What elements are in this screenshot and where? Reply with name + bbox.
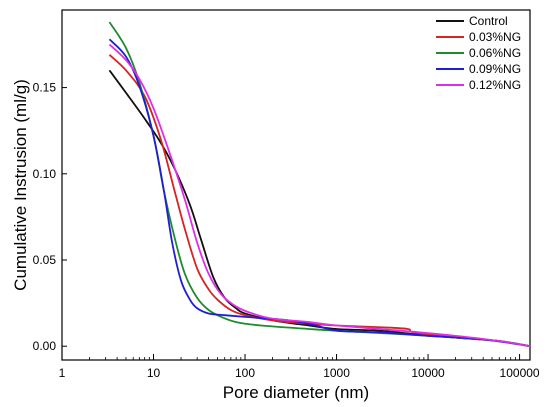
series-line-0 (108, 69, 531, 348)
legend-label: 0.09%NG (469, 62, 521, 76)
y-tick-label: 0.15 (33, 81, 57, 95)
series-lines (108, 21, 531, 348)
x-tick-label: 10 (147, 366, 161, 380)
series-line-3 (108, 38, 531, 348)
legend: Control 0.03%NG 0.06%NG 0.09%NG 0.12%NG (436, 14, 521, 92)
y-tick-label: 0.00 (33, 339, 57, 353)
plot-area (61, 9, 531, 361)
series-line-4 (108, 43, 531, 348)
x-tick-label: 1000 (323, 366, 350, 380)
legend-label: 0.03%NG (469, 30, 521, 44)
legend-label: Control (469, 14, 508, 28)
y-axis-title: Cumulative Instrusion (ml/g) (11, 79, 30, 291)
legend-label: 0.06%NG (469, 46, 521, 60)
x-axis: 1 10 100 1000 10000 100000 (59, 354, 540, 380)
x-tick-label: 100 (235, 366, 255, 380)
y-tick-label: 0.05 (33, 253, 57, 267)
plot-frame (61, 9, 531, 361)
x-tick-label: 10000 (411, 366, 445, 380)
y-axis: 0.00 0.05 0.10 0.15 (33, 81, 67, 353)
x-axis-title: Pore diameter (nm) (223, 383, 369, 402)
y-tick-label: 0.10 (33, 167, 57, 181)
series-line-1 (108, 54, 531, 348)
legend-label: 0.12%NG (469, 78, 521, 92)
x-tick-label: 1 (59, 366, 66, 380)
x-tick-label: 100000 (500, 366, 540, 380)
